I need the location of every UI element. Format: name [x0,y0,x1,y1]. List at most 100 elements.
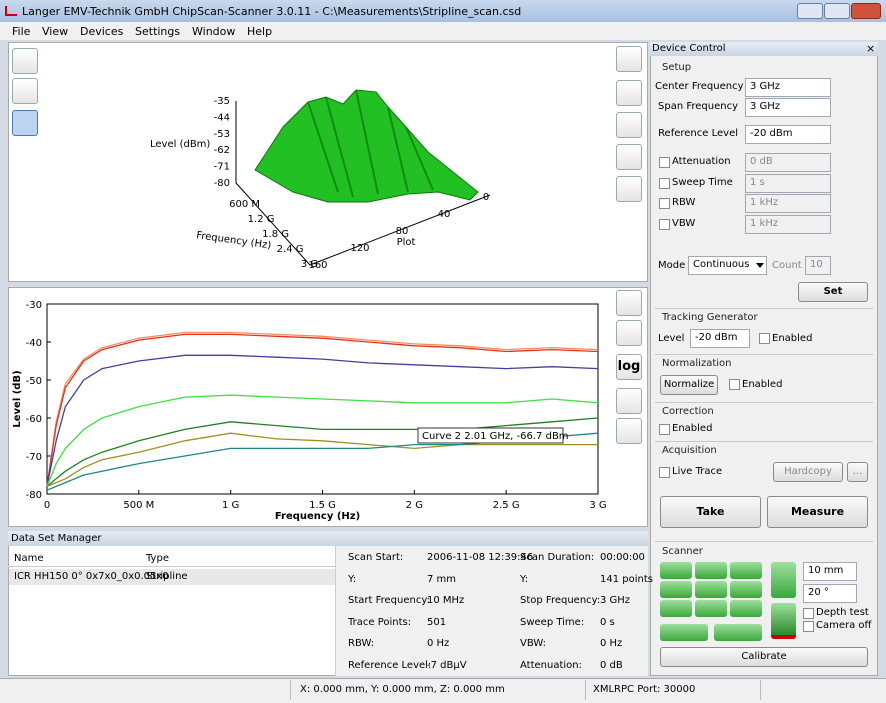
move-button[interactable] [730,581,762,598]
info-label: Reference Level: [348,660,431,671]
plot2d-tool[interactable] [616,290,642,316]
measure-button[interactable]: Measure [767,496,868,528]
field-label: Reference Level [655,128,738,139]
tooltip: Curve 2 2.01 GHz, -66.7 dBm [422,431,569,442]
plot3d-tool[interactable] [616,46,642,72]
series-line [47,334,598,486]
plot3d-tool[interactable] [616,80,642,106]
info-label: Stop Frequency: [520,595,600,606]
option-checkbox[interactable] [659,219,670,230]
option-input[interactable]: 0 dB [745,153,831,172]
rotate-button[interactable] [660,624,708,641]
checkbox-label: Enabled [772,333,812,344]
rotate-button[interactable] [714,624,762,641]
app-icon [5,6,17,16]
info-label: Sweep Time: [520,617,584,628]
field-label: Center Frequency [655,81,738,92]
field-label: Level [658,333,684,344]
group-title: Tracking Generator [662,312,758,323]
plot3d-tool[interactable] [616,112,642,138]
tracking-input[interactable]: -20 dBm [690,329,750,348]
checkbox[interactable] [803,621,814,632]
move-button[interactable] [730,562,762,579]
menu-item[interactable]: Window [192,25,235,38]
menu-item[interactable]: View [42,25,68,38]
group-title: Setup [662,62,691,73]
calibrate-button[interactable]: Calibrate [660,647,868,667]
maximize-button[interactable] [824,3,850,19]
checkbox[interactable] [759,333,770,344]
step-input[interactable]: 10 mm [803,562,857,581]
y-tick-label: -30 [26,300,42,311]
plot-tick-label: 160 [308,260,327,271]
y-tick-label: -60 [26,414,42,425]
freq-axis-label: Frequency (Hz) [196,230,272,251]
z-up-button[interactable] [771,562,796,598]
separator [655,354,873,355]
set-button[interactable]: Set [798,282,868,302]
minimize-button[interactable] [797,3,823,19]
plot2d-tool[interactable] [616,418,642,444]
view-tool[interactable] [12,110,38,136]
move-button[interactable] [660,600,692,617]
plot2d-tool[interactable] [616,388,642,414]
z-tick-label: -53 [214,129,230,140]
checkbox[interactable] [729,379,740,390]
z-down-button[interactable] [771,603,796,639]
field-label: Span Frequency [655,101,738,112]
field-input[interactable]: 3 GHz [745,98,831,117]
move-button[interactable] [695,562,727,579]
menu-item[interactable]: Settings [135,25,180,38]
status-separator [290,680,291,700]
plot3d-tool[interactable] [616,176,642,202]
take-button[interactable]: Take [660,496,761,528]
option-input[interactable]: 1 kHz [745,215,831,234]
info-label: Y: [520,574,528,585]
move-button[interactable] [660,581,692,598]
option-label: Sweep Time [672,177,733,188]
move-button[interactable] [695,600,727,617]
more-button[interactable]: ... [847,462,868,482]
view-tool[interactable] [12,48,38,74]
info-label: Scan Duration: [520,552,594,563]
menu-item[interactable]: Devices [80,25,123,38]
info-value: 7 mm [427,574,456,585]
option-checkbox[interactable] [659,157,670,168]
checkbox[interactable] [803,608,814,619]
checkbox[interactable] [659,424,670,435]
checkbox[interactable] [659,467,670,478]
angle-input[interactable]: 20 ° [803,584,857,603]
option-input[interactable]: 1 kHz [745,194,831,213]
plot3d-tool[interactable] [616,144,642,170]
plot3d: -35-44-53-62-71-80Level (dBm)600 M1.2 G1… [8,42,648,282]
move-button[interactable] [695,581,727,598]
option-checkbox[interactable] [659,198,670,209]
y-tick-label: -40 [26,338,42,349]
close-button[interactable] [851,3,881,19]
view-tool[interactable] [12,78,38,104]
plot2d-tool[interactable] [616,320,642,346]
log-button[interactable]: log [616,354,642,380]
hardcopy-button[interactable]: Hardcopy [773,462,843,482]
separator [655,402,873,403]
move-button[interactable] [730,600,762,617]
z-tick-label: -35 [214,96,230,107]
table-cell: Stripline [146,571,188,582]
window-title: Langer EMV-Technik GmbH ChipScan-Scanner… [22,5,521,18]
plot-tick-label: 40 [438,209,451,220]
surface [255,90,478,202]
menu-item[interactable]: Help [247,25,272,38]
field-input[interactable]: 3 GHz [745,78,831,97]
count-input[interactable]: 10 [805,256,831,275]
status-separator [760,680,761,700]
field-label: Mode [658,260,685,271]
option-input[interactable]: 1 s [745,174,831,193]
option-checkbox[interactable] [659,178,670,189]
normalize-button[interactable]: Normalize [660,375,718,395]
info-value: 3 GHz [600,595,630,606]
field-input[interactable]: -20 dBm [745,125,831,144]
menu-item[interactable]: File [12,25,30,38]
move-button[interactable] [660,562,692,579]
column-header: Name [14,553,44,564]
info-label: Start Frequency: [348,595,430,606]
